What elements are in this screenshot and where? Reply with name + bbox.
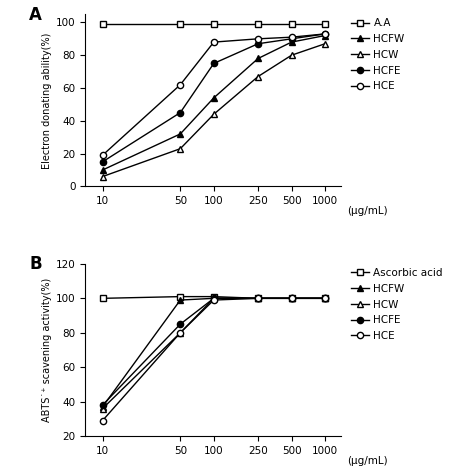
HCW (255, 73, 261, 79)
HCE (322, 295, 328, 301)
A.A (211, 21, 217, 27)
HCFE (322, 31, 328, 37)
HCE (322, 31, 328, 37)
Ascorbic acid (177, 294, 183, 300)
HCE (100, 418, 105, 423)
HCE (289, 34, 294, 40)
Text: A: A (29, 6, 42, 24)
Line: HCFE: HCFE (100, 295, 328, 408)
HCFE (289, 295, 294, 301)
HCW (177, 330, 183, 336)
HCFW (322, 295, 328, 301)
HCW (100, 174, 105, 180)
HCFW (100, 167, 105, 173)
Line: HCE: HCE (100, 31, 328, 158)
HCFE (100, 159, 105, 164)
HCFW (211, 295, 217, 301)
HCFW (255, 55, 261, 61)
HCFW (177, 297, 183, 303)
HCE (211, 297, 217, 303)
HCW (289, 52, 294, 58)
Line: A.A: A.A (100, 21, 328, 27)
Y-axis label: Electron donating ability(%): Electron donating ability(%) (42, 32, 52, 168)
HCFE (322, 295, 328, 301)
HCE (177, 82, 183, 88)
HCFE (211, 61, 217, 66)
HCW (211, 295, 217, 301)
HCFE (100, 402, 105, 408)
HCFE (255, 41, 261, 46)
HCE (100, 153, 105, 158)
Text: (μg/mL): (μg/mL) (347, 456, 387, 465)
Line: HCW: HCW (100, 295, 328, 411)
HCW (100, 406, 105, 411)
HCFE (255, 295, 261, 301)
HCFW (100, 404, 105, 410)
HCE (211, 39, 217, 45)
A.A (289, 21, 294, 27)
HCFW (177, 131, 183, 137)
Ascorbic acid (255, 295, 261, 301)
HCE (255, 295, 261, 301)
HCW (322, 41, 328, 46)
Ascorbic acid (322, 295, 328, 301)
HCFE (177, 110, 183, 116)
HCFW (289, 295, 294, 301)
Ascorbic acid (289, 295, 294, 301)
Line: HCFE: HCFE (100, 31, 328, 165)
HCW (289, 295, 294, 301)
Y-axis label: ABTS˙⁺ scavening activity(%): ABTS˙⁺ scavening activity(%) (42, 278, 52, 422)
Ascorbic acid (211, 294, 217, 300)
HCFW (289, 39, 294, 45)
HCW (177, 146, 183, 152)
Line: HCE: HCE (100, 295, 328, 424)
HCFE (211, 295, 217, 301)
Line: HCFW: HCFW (100, 32, 328, 173)
HCFW (211, 95, 217, 100)
Ascorbic acid (100, 295, 105, 301)
HCFE (289, 36, 294, 42)
HCW (211, 111, 217, 117)
A.A (177, 21, 183, 27)
Line: HCFW: HCFW (100, 295, 328, 410)
Legend: Ascorbic acid, HCFW, HCW, HCFE, HCE: Ascorbic acid, HCFW, HCW, HCFE, HCE (346, 264, 447, 345)
HCE (177, 330, 183, 336)
Text: B: B (29, 255, 42, 273)
HCE (255, 36, 261, 42)
A.A (255, 21, 261, 27)
HCFW (322, 33, 328, 38)
HCFW (255, 295, 261, 301)
Line: Ascorbic acid: Ascorbic acid (100, 293, 328, 301)
Text: (μg/mL): (μg/mL) (347, 206, 387, 216)
A.A (322, 21, 328, 27)
HCFE (177, 321, 183, 327)
HCW (255, 295, 261, 301)
HCW (322, 295, 328, 301)
A.A (100, 21, 105, 27)
Line: HCW: HCW (100, 41, 328, 180)
Legend: A.A, HCFW, HCW, HCFE, HCE: A.A, HCFW, HCW, HCFE, HCE (346, 14, 409, 95)
HCE (289, 295, 294, 301)
